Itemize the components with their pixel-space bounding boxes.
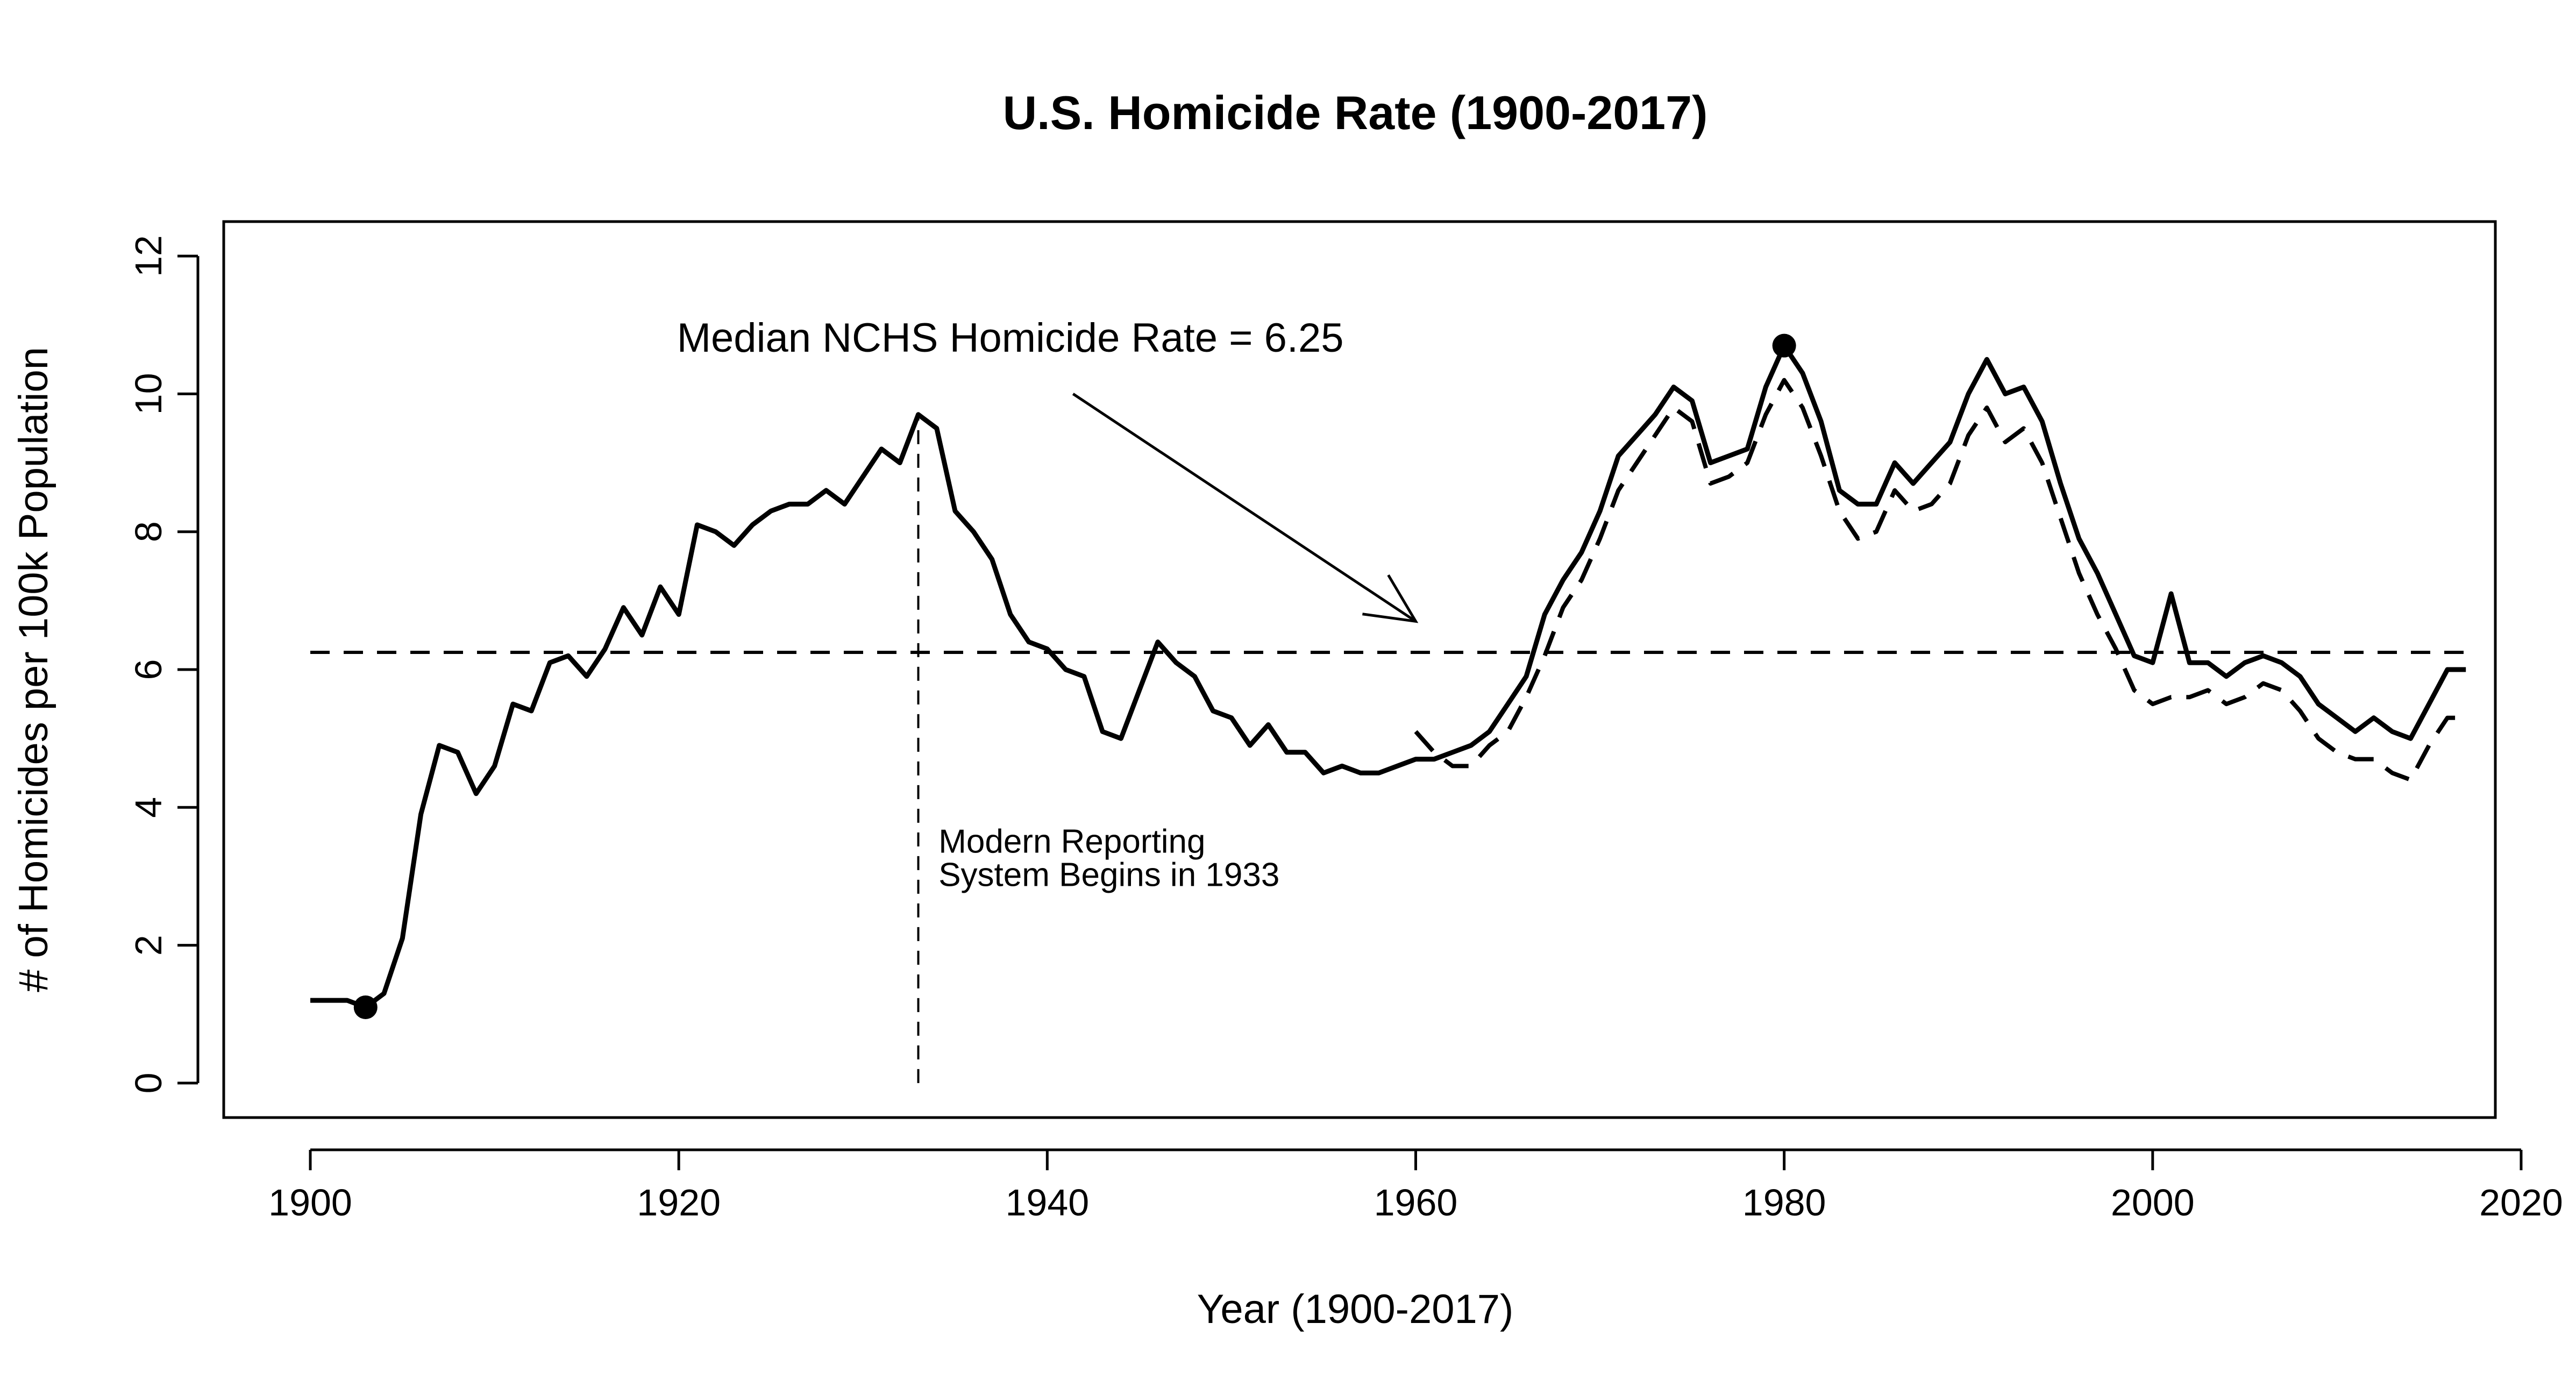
- median-annotation-arrowhead: [1362, 574, 1419, 623]
- x-tick-label: 1900: [268, 1182, 352, 1223]
- y-tick-label: 10: [127, 373, 169, 415]
- plot-area: [310, 333, 2466, 1083]
- reporting-annotation-line: System Begins in 1933: [938, 856, 1279, 893]
- series-dashed-line: [1414, 378, 2466, 782]
- y-tick-label: 2: [127, 935, 169, 956]
- highlight-point: [1772, 333, 1796, 358]
- x-tick-label: 2020: [2479, 1182, 2563, 1223]
- x-tick-label: 1940: [1005, 1182, 1089, 1223]
- median-annotation-text: Median NCHS Homicide Rate = 6.25: [677, 315, 1344, 361]
- y-tick-label: 8: [127, 521, 169, 542]
- x-tick-label: 1960: [1374, 1182, 1458, 1223]
- y-tick-label: 6: [127, 659, 169, 680]
- x-tick-label: 1920: [637, 1182, 721, 1223]
- median-annotation-arrow: [1072, 393, 1417, 623]
- x-axis-label: Year (1900-2017): [1197, 1286, 1514, 1332]
- x-tick-label: 2000: [2111, 1182, 2195, 1223]
- y-tick-label: 0: [127, 1072, 169, 1093]
- y-tick-label: 4: [127, 797, 169, 818]
- reporting-annotation-line: Modern Reporting: [938, 823, 1205, 860]
- y-axis-label: # of Homicides per 100k Population: [11, 347, 56, 992]
- y-axis: 0 2 4 6 8 10 12: [127, 235, 200, 1093]
- chart-title: U.S. Homicide Rate (1900-2017): [1003, 86, 1708, 139]
- highlight-point: [353, 995, 378, 1019]
- x-axis: 1900 1920 1940 1960 1980 2000 2020: [268, 1148, 2563, 1223]
- annotations: Median NCHS Homicide Rate = 6.25 Modern R…: [677, 315, 1419, 893]
- x-tick-label: 1980: [1742, 1182, 1826, 1223]
- series-solid-line: [310, 343, 2466, 1010]
- plot-frame: [222, 220, 2497, 1119]
- y-tick-label: 12: [127, 235, 169, 277]
